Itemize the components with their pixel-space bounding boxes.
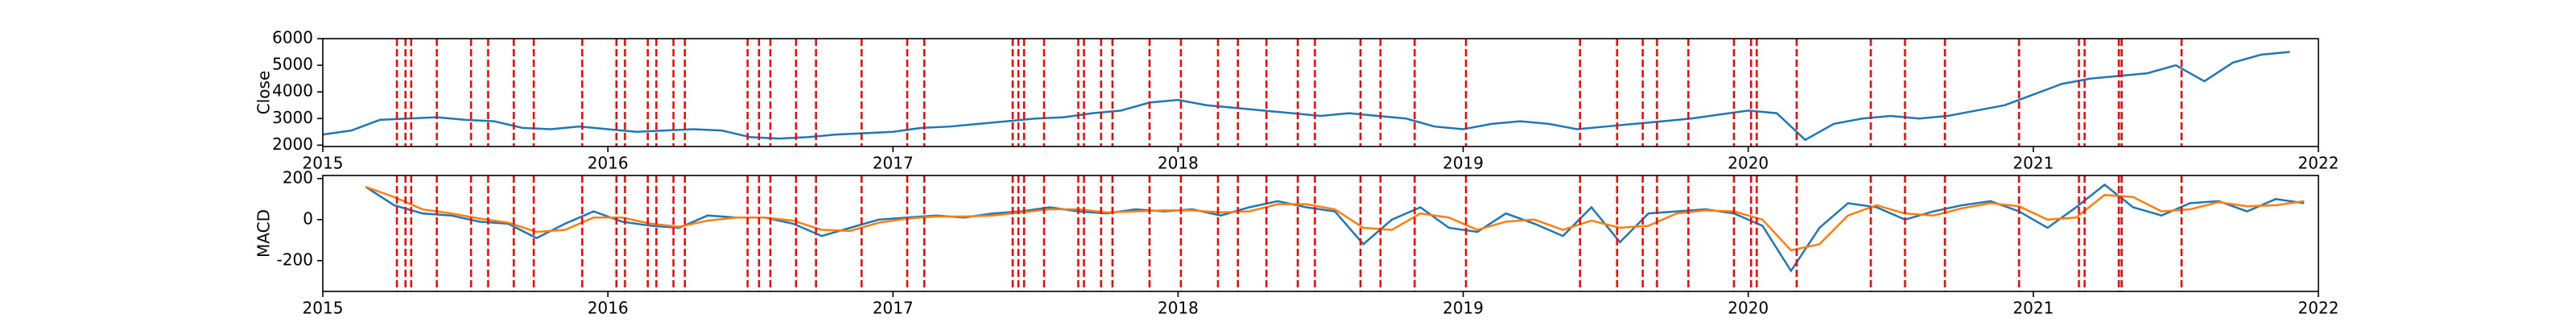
y-tick-label: 3000: [272, 108, 313, 127]
x-tick-label: 2017: [873, 154, 914, 173]
axes-frame: [322, 38, 2319, 147]
y-axis-label: Close: [254, 71, 274, 114]
y-tick-label: 2000: [272, 134, 313, 154]
x-tick-label: 2020: [1728, 154, 1769, 173]
axes-frame: [322, 175, 2319, 292]
series-line: [365, 185, 2305, 252]
y-tick-label: 6000: [272, 28, 313, 47]
x-tick-label: 2021: [2013, 299, 2054, 318]
x-tick-label: 2016: [588, 154, 629, 173]
x-tick-label: 2022: [2298, 154, 2339, 173]
x-tick-label: 2015: [303, 299, 344, 318]
y-tick-label: 4000: [272, 81, 313, 101]
x-tick-label: 2022: [2298, 299, 2339, 318]
y-axis-label: MACD: [254, 209, 274, 258]
x-tick-label: 2016: [588, 299, 629, 318]
x-tick-label: 2020: [1728, 299, 1769, 318]
x-tick-label: 2019: [1443, 154, 1484, 173]
x-tick-label: 2015: [303, 154, 344, 173]
x-tick-label: 2018: [1158, 154, 1199, 173]
x-tick-label: 2019: [1443, 299, 1484, 318]
x-tick-label: 2017: [873, 299, 914, 318]
y-tick-label: 200: [283, 167, 313, 187]
y-tick-label: 0: [303, 208, 313, 228]
series-line: [322, 51, 2290, 142]
x-tick-label: 2021: [2013, 154, 2054, 173]
y-tick-label: -200: [277, 250, 313, 269]
x-tick-label: 2018: [1158, 299, 1199, 318]
y-tick-label: 5000: [272, 55, 313, 74]
